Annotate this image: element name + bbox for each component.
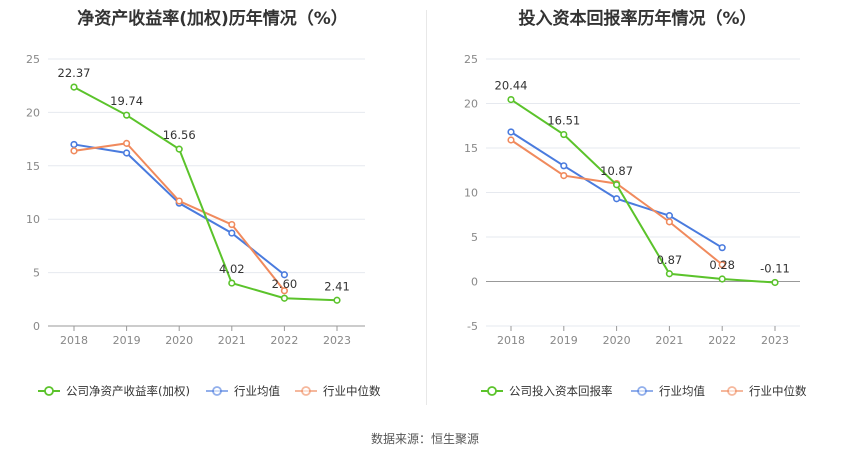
data-point-company[interactable] [122,111,131,119]
x-tick-label: 2019 [113,334,141,347]
data-label: 2.60 [272,277,298,291]
data-point-avg[interactable] [280,271,289,279]
data-point-avg[interactable] [70,140,78,149]
chart-svg-roe: 0 5 10 15 20 25 2018 2019 2020 2021 2022 2023 22.37 1… [26,53,381,398]
data-point-company[interactable] [70,83,78,91]
data-point-avg[interactable] [718,244,726,252]
legend-swatch-marker [487,386,497,396]
legend-swatch-marker [637,386,647,396]
data-label: 0.28 [709,258,735,272]
data-point-company[interactable] [228,279,236,287]
y-tick-label: 5 [33,267,40,280]
y-tick-label: 20 [26,106,40,119]
data-label: 19.74 [110,94,143,108]
panel-divider [426,10,427,405]
legend-item-median[interactable]: 行业中位数 [295,384,381,398]
data-point-avg[interactable] [560,162,568,170]
data-point-company[interactable] [560,130,568,139]
x-tick-label: 2022 [270,334,298,347]
data-point-company[interactable] [280,294,289,302]
legend-label: 行业均值 [659,384,705,398]
data-label: 20.44 [495,79,528,93]
data-point-median[interactable] [280,287,289,295]
y-tick-label: 15 [26,160,40,173]
legend-item-median[interactable]: 行业中位数 [721,384,807,398]
data-point-median[interactable] [665,218,673,226]
data-point-avg[interactable] [613,195,621,203]
x-tick-label: 2021 [655,334,683,347]
x-tick-label: 2022 [708,334,736,347]
y-tick-label: 0 [33,320,40,333]
legend-swatch-marker [44,386,54,396]
legend-item-company[interactable]: 公司净资产收益率(加权) [38,384,190,398]
data-point-company[interactable] [175,145,183,153]
data-point-avg[interactable] [507,128,515,136]
legend-label: 行业中位数 [749,384,807,398]
data-source-note: 数据来源：恒生聚源 [370,432,479,446]
data-label: 0.87 [657,253,683,267]
y-tick-label: 20 [464,98,478,111]
y-tick-label: 25 [464,53,478,66]
legend-label: 行业均值 [234,384,280,398]
data-label: 16.56 [163,128,196,142]
data-point-median[interactable] [122,139,131,147]
series-line-company [73,86,338,302]
x-tick-label: 2019 [550,334,578,347]
legend-item-company[interactable]: 公司投入资本回报率 [481,384,613,398]
data-point-median[interactable] [228,220,236,229]
data-label: 16.51 [547,114,580,128]
x-tick-label: 2018 [497,334,525,347]
data-point-median[interactable] [175,197,183,205]
x-tick-label: 2021 [218,334,246,347]
data-point-avg[interactable] [122,149,131,157]
y-tick-label: 10 [26,213,40,226]
data-point-company[interactable] [718,275,726,283]
data-point-median[interactable] [560,171,568,180]
data-point-median[interactable] [507,136,515,144]
x-tick-label: 2018 [60,334,88,347]
legend-item-avg[interactable]: 行业均值 [631,384,705,398]
chart-panel-roe: 净资产收益率(加权)历年情况（%） 0 5 10 15 20 25 2018 2019 2020… [0,0,425,420]
y-tick-label: 0 [471,276,478,289]
data-point-avg[interactable] [228,229,236,237]
data-label: 10.87 [600,164,633,178]
data-label: 4.02 [219,262,245,276]
data-point-avg[interactable] [665,212,673,220]
data-label: 2.41 [324,279,350,293]
data-point-company[interactable] [507,95,515,104]
data-point-company[interactable] [771,278,779,287]
data-label: 22.37 [58,66,91,80]
legend-swatch-marker [727,386,737,396]
legend-swatch-marker [212,386,222,396]
chart-svg-roic: -5 0 5 10 15 20 25 2018 2019 2020 2021 2022 2023 20.4… [464,53,807,398]
data-point-company[interactable] [665,270,673,278]
chart-panel-roic: 投入资本回报率历年情况（%） -5 0 5 10 15 20 25 2018 2019 2020 2… [425,0,850,420]
data-point-median[interactable] [718,260,726,269]
y-tick-label: 10 [464,187,478,200]
legend-label: 行业中位数 [323,384,381,398]
series-line-avg [73,143,286,276]
x-tick-label: 2023 [323,334,351,347]
data-point-median[interactable] [70,147,78,155]
chart-title-roe: 净资产收益率(加权)历年情况（%） [77,9,348,29]
series-line-avg [510,131,723,249]
y-tick-label: 25 [26,53,40,66]
data-label: -0.11 [760,261,790,275]
chart-title-roic: 投入资本回报率历年情况（%） [518,9,757,29]
x-tick-label: 2020 [603,334,631,347]
data-point-company[interactable] [613,181,621,189]
x-tick-label: 2020 [165,334,193,347]
legend-label: 公司净资产收益率(加权) [66,384,190,398]
legend-item-avg[interactable]: 行业均值 [206,384,280,398]
x-tick-label: 2023 [761,334,789,347]
y-tick-label: 5 [471,231,478,244]
y-tick-label: 15 [464,142,478,155]
legend-swatch-marker [301,386,311,396]
y-tick-label: -5 [467,320,478,333]
legend-label: 公司投入资本回报率 [509,384,613,398]
data-point-company[interactable] [333,296,341,304]
series-line-company [510,98,776,284]
